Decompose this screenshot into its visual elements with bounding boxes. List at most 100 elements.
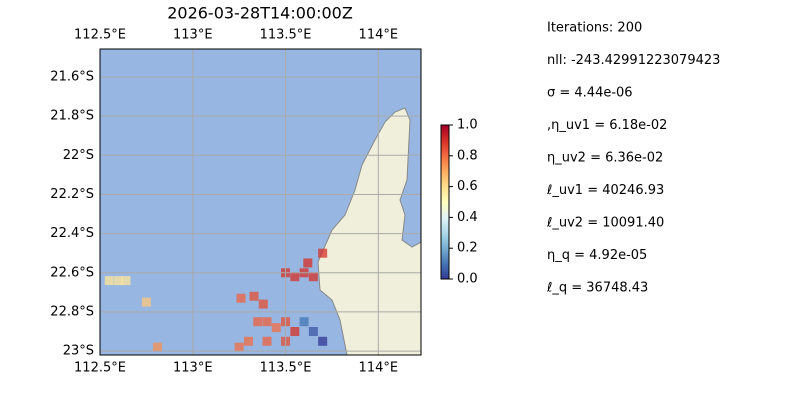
colorbar-tick-label: 0.8 <box>457 148 478 163</box>
colorbar-frame <box>440 124 450 280</box>
colorbar-swatch <box>441 159 449 162</box>
y-tick-label: 22.4°S <box>50 226 94 241</box>
data-cell <box>104 276 114 286</box>
colorbar-swatch <box>441 125 449 128</box>
colorbar-swatch <box>441 211 449 214</box>
colorbar-swatch <box>441 135 449 138</box>
x-tick-label-top: 112.5°E <box>74 28 126 43</box>
colorbar-swatch <box>441 257 449 260</box>
x-tick-label-top: 113°E <box>173 28 213 43</box>
colorbar-swatch <box>441 171 449 174</box>
data-cell <box>253 317 263 327</box>
y-tick-label: 21.8°S <box>50 109 94 124</box>
colorbar-swatch <box>441 177 449 180</box>
data-cell <box>318 248 328 258</box>
colorbar-swatch <box>441 175 449 178</box>
colorbar-swatch <box>441 189 449 192</box>
colorbar-swatch <box>441 253 449 256</box>
x-tick-label-bottom: 113.5°E <box>260 361 312 376</box>
colorbar-swatch <box>441 261 449 264</box>
y-tick-label: 22.2°S <box>50 187 94 202</box>
colorbar-swatch <box>441 215 449 218</box>
data-cell <box>303 258 313 268</box>
data-cell <box>121 276 131 286</box>
colorbar-swatch <box>441 259 449 262</box>
colorbar-swatch <box>441 217 449 220</box>
colorbar-tick-label: 0.6 <box>457 179 478 194</box>
colorbar-swatch <box>441 237 449 240</box>
colorbar-swatch <box>441 173 449 176</box>
data-cell <box>234 342 244 352</box>
colorbar-swatch <box>441 231 449 234</box>
colorbar-swatch <box>441 249 449 252</box>
data-cell <box>153 342 163 352</box>
colorbar-swatch <box>441 271 449 274</box>
annotation: η_q = 4.92e-05 <box>547 248 647 263</box>
annotation: nll: -243.42991223079423 <box>547 53 720 68</box>
colorbar-swatch <box>441 239 449 242</box>
data-cell <box>141 297 151 307</box>
colorbar-swatch <box>441 221 449 224</box>
data-cell <box>114 276 124 286</box>
colorbar-swatch <box>441 229 449 232</box>
annotation: σ = 4.44e-06 <box>547 86 633 101</box>
colorbar-swatch <box>441 179 449 182</box>
colorbar-swatch <box>441 151 449 154</box>
data-cell <box>318 336 328 346</box>
colorbar-swatch <box>441 139 449 142</box>
colorbar-swatch <box>441 185 449 188</box>
colorbar-tick-label: 0.2 <box>457 241 478 256</box>
colorbar-swatch <box>441 235 449 238</box>
colorbar-swatch <box>441 243 449 246</box>
data-cell <box>262 317 272 327</box>
colorbar-swatch <box>441 277 449 280</box>
colorbar-swatch <box>441 149 449 152</box>
colorbar-swatch <box>441 193 449 196</box>
colorbar-swatch <box>441 169 449 172</box>
data-cell <box>290 272 300 282</box>
data-cell <box>290 327 300 337</box>
annotation: η_uv2 = 6.36e-02 <box>547 151 663 166</box>
colorbar-swatch <box>441 273 449 276</box>
colorbar-swatch <box>441 245 449 248</box>
y-tick-label: 21.6°S <box>50 69 94 84</box>
colorbar-swatch <box>441 233 449 236</box>
colorbar-swatch <box>441 183 449 186</box>
land <box>317 107 421 355</box>
colorbar-swatch <box>441 163 449 166</box>
annotation: ,η_uv1 = 6.18e-02 <box>547 118 667 133</box>
colorbar-swatch <box>441 191 449 194</box>
colorbar-swatch <box>441 265 449 268</box>
data-cell <box>258 299 268 309</box>
annotation: ℓ_q = 36748.43 <box>546 281 648 296</box>
colorbar-tick-label: 0.0 <box>457 272 478 287</box>
data-cell <box>262 336 272 346</box>
colorbar-swatch <box>441 269 449 272</box>
colorbar-swatch <box>441 129 449 132</box>
colorbar-swatch <box>441 181 449 184</box>
colorbar-swatch <box>441 131 449 134</box>
x-tick-label-bottom: 114°E <box>359 361 399 376</box>
colorbar-swatch <box>441 187 449 190</box>
colorbar-swatch <box>441 155 449 158</box>
colorbar-swatch <box>441 153 449 156</box>
colorbar-swatch <box>441 205 449 208</box>
data-cell <box>236 293 246 303</box>
colorbar-swatch <box>441 251 449 254</box>
data-cell <box>308 327 318 337</box>
colorbar-swatch <box>441 145 449 148</box>
colorbar-swatch <box>441 199 449 202</box>
colorbar-swatch <box>441 161 449 164</box>
colorbar-swatch <box>441 157 449 160</box>
colorbar-swatch <box>441 201 449 204</box>
data-cell <box>249 291 259 301</box>
annotation: Iterations: 200 <box>547 21 642 36</box>
colorbar-swatch <box>441 263 449 266</box>
colorbar-tick-label: 0.4 <box>457 210 478 225</box>
colorbar-swatch <box>441 223 449 226</box>
colorbar-swatch <box>441 147 449 150</box>
colorbar-swatch <box>441 137 449 140</box>
colorbar-swatch <box>441 275 449 278</box>
y-tick-label: 23°S <box>63 344 94 359</box>
data-cell <box>243 336 253 346</box>
